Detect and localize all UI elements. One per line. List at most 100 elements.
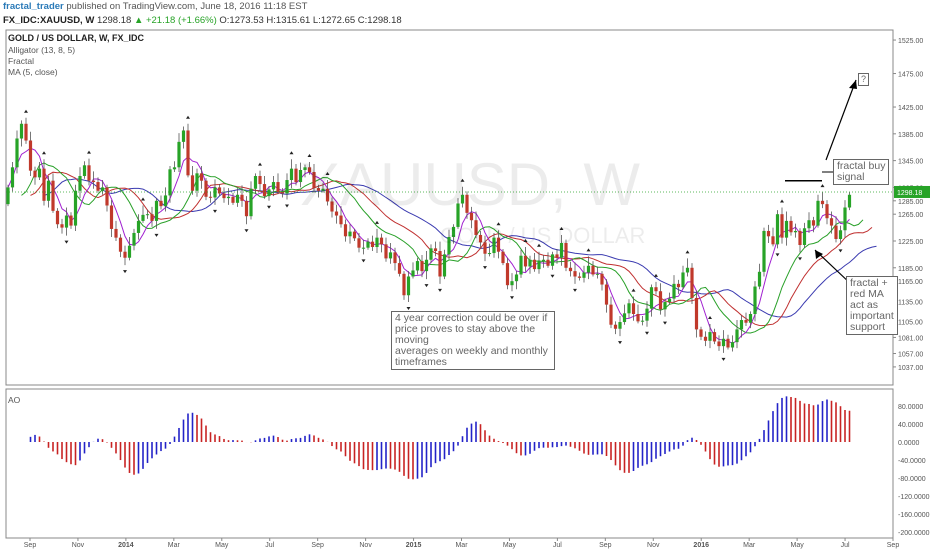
candle-body [379, 237, 384, 245]
candle-body [276, 182, 280, 193]
candle-body [109, 205, 114, 229]
candle-body [690, 267, 694, 298]
candle-body [213, 187, 217, 198]
fractal-down-marker [838, 249, 843, 253]
support-arrowhead [815, 250, 823, 259]
fractal-up-marker [325, 172, 330, 176]
candle-body [19, 123, 24, 139]
fractal-up-marker [42, 151, 46, 155]
candle-body [244, 200, 249, 217]
buy-signal-note[interactable]: fractal buy signal [833, 159, 890, 185]
legend-ao[interactable]: AO [8, 395, 21, 405]
candle-body [222, 193, 226, 199]
projection-arrowhead [849, 80, 857, 89]
candle-body [685, 267, 690, 273]
candle-body [640, 320, 645, 322]
fractal-up-marker [537, 243, 541, 247]
candle-body [564, 243, 568, 268]
candle-body [577, 276, 582, 278]
candle-body [807, 220, 811, 229]
candle-body [285, 180, 289, 194]
support-line-3: act as [850, 299, 879, 311]
legend-alligator[interactable]: Alligator (13, 8, 5) [8, 45, 76, 55]
buy-signal-line-2: signal [837, 171, 865, 183]
candle-body [546, 259, 550, 266]
correction-note[interactable]: 4 year correction could be over if price… [391, 311, 555, 370]
fractal-up-marker [780, 199, 784, 203]
candle-body [267, 189, 271, 197]
symbol-label[interactable]: FX_IDC:XAUUSD, W [3, 15, 95, 26]
fractal-down-marker [424, 284, 429, 288]
candle-body [789, 220, 793, 233]
y-tick-label: 1135.00 [898, 299, 923, 306]
candle-body [145, 214, 150, 216]
candle-body [523, 255, 528, 267]
candle-body [654, 287, 658, 292]
candle-body [352, 231, 357, 239]
candle-body [784, 220, 789, 238]
last-price: 1298.18 [96, 15, 132, 26]
candle-body [586, 265, 591, 273]
support-note[interactable]: fractal + red MA act as important suppor… [846, 276, 898, 335]
candle-body [451, 226, 456, 237]
candle-body [829, 218, 834, 226]
candle-body [492, 237, 496, 254]
ao-tick-label: -120.0000 [898, 494, 930, 501]
candle-body [339, 215, 343, 225]
fractal-up-marker [708, 316, 712, 320]
candle-body [744, 320, 748, 323]
legend-title: GOLD / US DOLLAR, W, FX_IDC [8, 33, 145, 43]
fractal-down-marker [244, 229, 249, 233]
question-note[interactable]: ? [858, 73, 870, 86]
support-line-4: important [850, 310, 894, 322]
candle-body [672, 283, 676, 299]
ao-tick-label: -40.0000 [898, 458, 926, 465]
candle-body [735, 329, 739, 343]
candle-body [357, 238, 361, 248]
candle-body [573, 271, 577, 277]
candle-body [118, 237, 123, 252]
candle-body [28, 140, 33, 171]
candle-body [123, 251, 127, 258]
candle-body [442, 254, 447, 277]
correction-line-1: 4 year correction could be over if [395, 312, 548, 324]
candle-body [474, 220, 478, 235]
x-tick-label: Nov [72, 542, 85, 549]
fractal-down-marker [775, 253, 780, 257]
candle-body [834, 225, 838, 239]
candle-body [766, 230, 771, 237]
x-tick-label: Nov [647, 542, 660, 549]
correction-line-4: timeframes [395, 356, 447, 368]
legend-fractal[interactable]: Fractal [8, 56, 34, 66]
candle-body [433, 248, 438, 252]
ao-tick-label: -160.0000 [898, 512, 930, 519]
legend-ma[interactable]: MA (5, close) [8, 67, 58, 77]
candle-body [37, 168, 42, 178]
candle-body [712, 332, 717, 342]
candle-body [600, 273, 604, 285]
candle-body [838, 230, 843, 239]
candle-body [199, 173, 204, 181]
candle-body [127, 245, 132, 258]
fractal-up-marker [307, 153, 312, 157]
candle-body [667, 298, 672, 302]
support-arrow [814, 249, 853, 286]
fractal-up-marker [654, 273, 658, 277]
candle-body [708, 332, 712, 341]
candle-body [793, 230, 798, 233]
ao-tick-label: 80.0000 [898, 404, 923, 411]
fractal-up-marker [685, 250, 690, 254]
candle-body [69, 215, 73, 226]
candle-body [78, 176, 82, 191]
candle-body [541, 259, 546, 262]
candle-body [816, 200, 820, 226]
candle-body [375, 237, 379, 248]
author-link[interactable]: fractal_trader [3, 1, 64, 12]
candle-body [730, 342, 735, 348]
candle-body [397, 263, 402, 274]
candle-body [811, 220, 816, 226]
candle-body [456, 203, 460, 227]
candle-body [294, 168, 298, 183]
fractal-up-marker [460, 178, 465, 182]
